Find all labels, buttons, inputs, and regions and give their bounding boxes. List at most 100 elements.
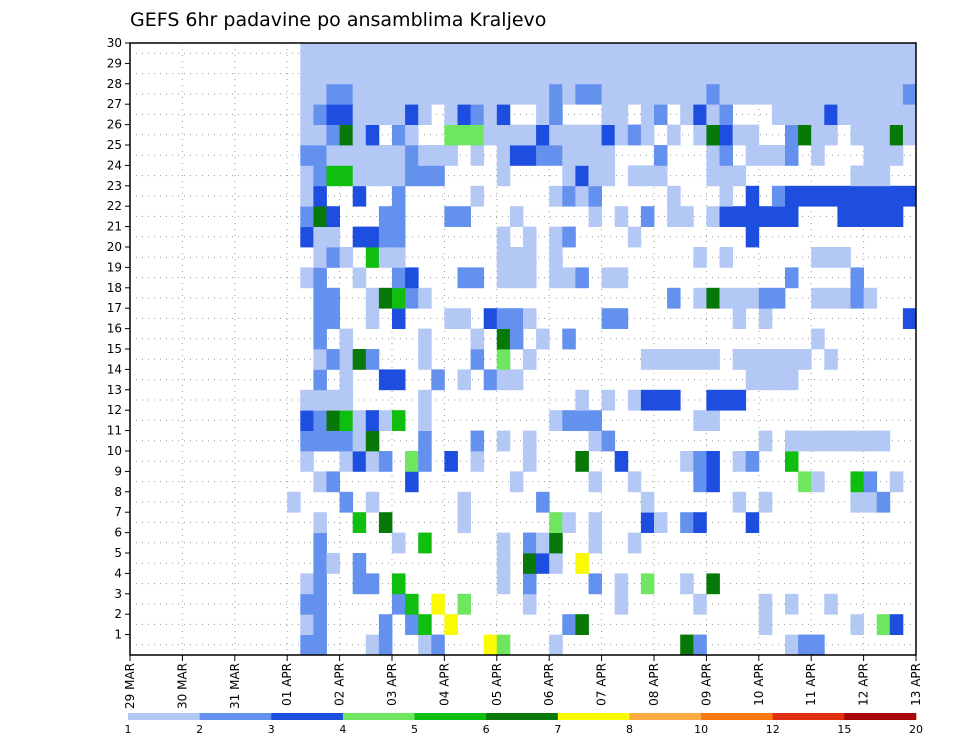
heatmap-cell — [575, 145, 589, 166]
heatmap-cell — [418, 634, 432, 656]
heatmap-cell — [405, 614, 419, 635]
heatmap-cell — [680, 349, 694, 370]
heatmap-cell — [444, 43, 458, 64]
heatmap-cell — [470, 349, 485, 370]
heatmap-cell — [300, 410, 314, 431]
heatmap-cell — [654, 349, 668, 370]
heatmap-cell — [785, 206, 799, 227]
heatmap-cell — [654, 63, 668, 85]
heatmap-cell — [719, 206, 733, 227]
heatmap-cell — [575, 185, 589, 207]
heatmap-cell — [352, 104, 367, 125]
heatmap-cell — [654, 43, 668, 64]
heatmap-cell — [627, 165, 642, 187]
y-tick-label: 30 — [107, 36, 122, 50]
heatmap-cell — [536, 104, 550, 125]
heatmap-cell — [536, 43, 550, 64]
heatmap-cell — [588, 185, 602, 207]
heatmap-cell — [693, 471, 707, 493]
y-tick-label: 7 — [114, 505, 122, 519]
heatmap-cell — [313, 226, 327, 248]
heatmap-cell — [339, 104, 354, 125]
heatmap-cell — [313, 471, 327, 493]
heatmap-cell — [850, 124, 864, 146]
heatmap-cell — [326, 553, 340, 574]
heatmap-cell — [824, 349, 838, 370]
heatmap-cell — [863, 124, 878, 146]
heatmap-cell — [785, 124, 799, 146]
heatmap-cell — [758, 349, 773, 370]
heatmap-cell — [549, 512, 563, 533]
heatmap-cell — [523, 267, 537, 289]
x-tick-label: 31 MAR — [228, 663, 242, 709]
legend-swatch — [342, 713, 415, 720]
heatmap-cell — [326, 145, 340, 166]
heatmap-cell — [614, 593, 629, 615]
heatmap-cell — [378, 43, 393, 64]
heatmap-cell — [693, 451, 707, 472]
heatmap-cell — [693, 63, 707, 85]
heatmap-cell — [457, 206, 471, 227]
heatmap-cell — [405, 83, 419, 105]
heatmap-cell — [352, 145, 367, 166]
heatmap-cell — [811, 328, 825, 350]
heatmap-cell — [352, 410, 367, 431]
heatmap-cell — [785, 83, 799, 105]
heatmap-cell — [588, 430, 602, 452]
chart-title: GEFS 6hr padavine po ansamblima Kraljevo — [130, 9, 546, 31]
heatmap-cell — [339, 410, 354, 431]
heatmap-cell — [745, 124, 760, 146]
heatmap-cell — [588, 512, 602, 533]
legend-swatch — [271, 713, 344, 720]
heatmap-cell — [562, 165, 576, 187]
heatmap-cell — [326, 308, 340, 329]
heatmap-cell — [313, 145, 327, 166]
heatmap-cell — [300, 634, 314, 656]
heatmap-cell — [326, 43, 340, 64]
heatmap-cell — [326, 410, 340, 431]
y-tick-label: 25 — [107, 138, 122, 152]
heatmap-cell — [719, 185, 733, 207]
heatmap-cell — [392, 226, 406, 248]
heatmap-cell — [667, 83, 681, 105]
heatmap-cell — [837, 43, 851, 64]
heatmap-cell — [627, 471, 642, 493]
heatmap-cell — [640, 124, 655, 146]
heatmap-cell — [431, 593, 445, 615]
heatmap-cell — [706, 389, 720, 411]
heatmap-cell — [392, 308, 406, 329]
heatmap-cell — [509, 267, 524, 289]
heatmap-cell — [405, 471, 419, 493]
heatmap-cell — [405, 267, 419, 289]
heatmap-cell — [614, 206, 629, 227]
heatmap-cell — [863, 430, 878, 452]
heatmap-cell — [745, 349, 760, 370]
heatmap-cell — [889, 63, 904, 85]
heatmap-cell — [627, 124, 642, 146]
heatmap-cell — [745, 63, 760, 85]
heatmap-cell — [339, 389, 354, 411]
heatmap-cell — [876, 83, 891, 105]
heatmap-cell — [902, 104, 917, 125]
heatmap-cell — [431, 145, 445, 166]
heatmap-cell — [339, 491, 354, 513]
heatmap-cell — [378, 247, 393, 268]
heatmap-cell — [365, 124, 380, 146]
heatmap-cell — [378, 226, 393, 248]
heatmap-cell — [313, 267, 327, 289]
heatmap-cell — [614, 83, 629, 105]
heatmap-cell — [405, 104, 419, 125]
heatmap-cell — [680, 43, 694, 64]
heatmap-cell — [470, 328, 485, 350]
legend-label: 12 — [766, 723, 780, 736]
heatmap-cell — [719, 165, 733, 187]
heatmap-cell — [378, 512, 393, 533]
heatmap-cell — [706, 104, 720, 125]
heatmap-cell — [509, 247, 524, 268]
heatmap-cell — [627, 389, 642, 411]
heatmap-cell — [785, 145, 799, 166]
heatmap-cell — [601, 308, 616, 329]
heatmap-cell — [444, 206, 458, 227]
heatmap-cell — [378, 614, 393, 635]
heatmap-cell — [392, 83, 406, 105]
